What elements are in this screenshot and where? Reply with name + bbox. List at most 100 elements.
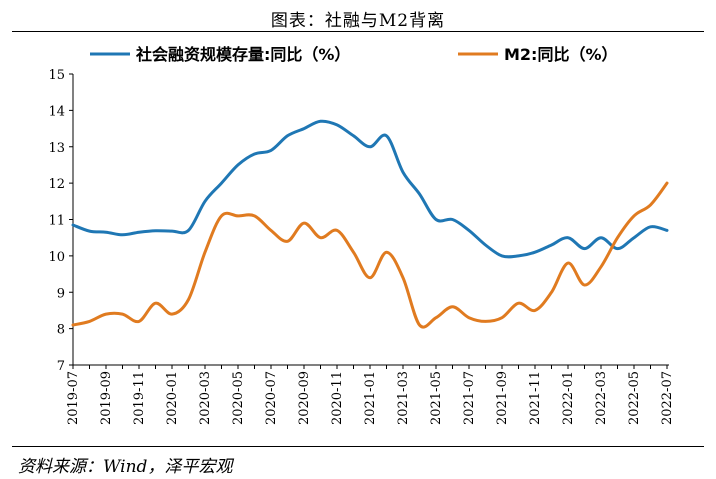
data-point: [616, 237, 619, 239]
data-point: [385, 135, 388, 137]
data-point: [336, 124, 338, 126]
data-point: [105, 231, 107, 233]
data-point: [550, 291, 553, 293]
x-tick-label: 2020-01: [165, 371, 180, 425]
data-point: [451, 306, 454, 308]
chart-axes: 7 8 9 10 11 12 13 14 15 2019-07 2019-09 2019-11 2020…: [48, 68, 675, 425]
chart-legend: 社会融资规模存量:同比（%） M2:同比（%）: [90, 45, 618, 64]
data-point: [567, 237, 569, 239]
x-tick-label: 2019-11: [132, 371, 147, 425]
y-tick-label: 8: [57, 323, 65, 338]
x-tick-label: 2022-07: [660, 371, 675, 425]
data-point: [402, 171, 404, 173]
data-point: [270, 149, 272, 151]
data-point: [121, 313, 124, 315]
y-tick-label: 15: [48, 68, 65, 83]
data-point: [72, 224, 74, 226]
data-point: [154, 230, 157, 232]
data-point: [286, 135, 289, 137]
data-point: [435, 317, 437, 319]
y-tick-label: 11: [48, 214, 65, 229]
chart-lines: [71, 119, 669, 329]
data-point: [600, 266, 602, 268]
x-tick-label: 2021-11: [528, 371, 543, 425]
y-tick-label: 10: [48, 250, 65, 265]
data-point: [517, 255, 520, 257]
data-point: [171, 230, 173, 232]
data-point: [666, 229, 668, 232]
data-point: [402, 277, 404, 279]
data-point: [633, 237, 635, 239]
data-point: [484, 320, 487, 322]
data-point: [303, 222, 305, 224]
data-point: [517, 302, 520, 304]
series-line-tsf: [71, 119, 669, 259]
x-tick-label: 2019-07: [66, 371, 81, 425]
data-point: [253, 215, 256, 217]
data-point: [88, 230, 91, 232]
data-point: [204, 251, 206, 253]
data-point: [352, 135, 355, 137]
x-tick-label: 2020-11: [330, 371, 345, 425]
legend-label-m2: M2:同比（%）: [504, 45, 618, 64]
data-point: [501, 317, 503, 319]
data-point: [138, 320, 140, 322]
legend-label-tsf: 社会融资规模存量:同比（%）: [135, 45, 350, 64]
y-tick-label: 7: [57, 359, 65, 374]
data-point: [237, 164, 239, 166]
data-point: [418, 324, 421, 326]
data-point: [501, 255, 503, 257]
data-point: [385, 251, 388, 253]
x-tick-label: 2020-05: [231, 371, 246, 425]
data-point: [187, 229, 190, 232]
x-tick-label: 2021-05: [429, 371, 444, 425]
data-point: [270, 229, 272, 232]
data-point: [105, 313, 107, 315]
data-point: [600, 237, 602, 239]
y-tick-label: 9: [57, 286, 65, 301]
y-tick-label: 14: [48, 104, 65, 119]
data-point: [583, 284, 586, 286]
x-tick-label: 2021-01: [363, 371, 378, 425]
data-point: [666, 182, 668, 184]
data-point: [649, 226, 652, 228]
data-point: [237, 215, 239, 217]
data-point: [633, 215, 635, 217]
data-point: [336, 229, 338, 232]
data-point: [319, 120, 322, 122]
data-point: [468, 229, 470, 232]
source-note: 资料来源：Wind，泽平宏观: [18, 457, 233, 477]
data-point: [220, 182, 223, 184]
data-point: [121, 234, 124, 236]
data-point: [187, 298, 190, 301]
x-tick-label: 2020-09: [297, 371, 312, 425]
data-point: [534, 309, 536, 312]
footer-divider: [12, 446, 704, 447]
x-tick-label: 2021-09: [495, 371, 510, 425]
data-point: [72, 324, 74, 326]
data-point: [369, 146, 371, 148]
data-point: [303, 127, 305, 130]
data-point: [567, 262, 569, 264]
data-point: [138, 231, 140, 233]
x-tick-label: 2021-03: [396, 371, 411, 425]
x-tick-label: 2022-03: [594, 371, 609, 425]
x-tick-label: 2021-07: [462, 371, 477, 425]
data-point: [583, 248, 586, 250]
data-point: [418, 193, 421, 195]
x-tick-label: 2022-05: [627, 371, 642, 425]
x-tick-label: 2019-09: [99, 371, 114, 425]
data-point: [468, 317, 470, 319]
chart-title: 图表：社融与M2背离: [270, 11, 446, 31]
data-point: [369, 277, 371, 279]
data-point: [319, 237, 322, 239]
x-tick-label: 2020-07: [264, 371, 279, 425]
data-point: [204, 200, 206, 202]
data-point: [649, 204, 652, 206]
data-point: [253, 153, 256, 155]
data-point: [550, 244, 553, 246]
data-point: [451, 218, 454, 221]
x-tick-label: 2020-03: [198, 371, 213, 425]
data-point: [220, 215, 223, 217]
